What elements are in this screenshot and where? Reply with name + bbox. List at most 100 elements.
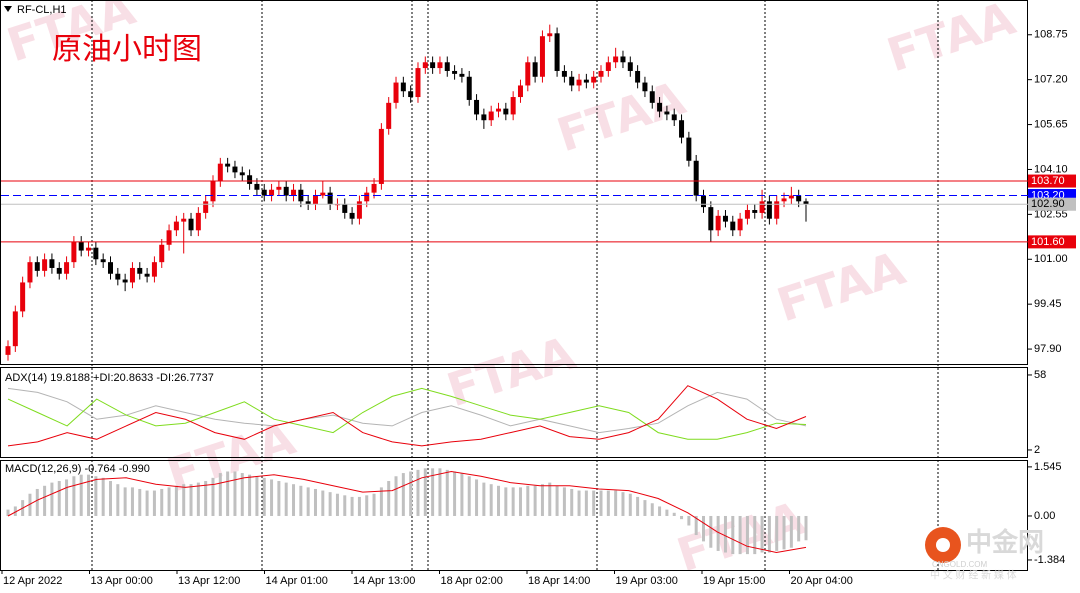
logo-icon (936, 538, 950, 552)
candle-body (664, 111, 670, 115)
macd-bar (372, 493, 376, 516)
macd-bar (28, 493, 32, 516)
adx-line (7, 387, 807, 434)
macd-bar (453, 471, 457, 516)
adx-line (7, 385, 807, 447)
candle-body (701, 195, 707, 208)
macd-bar (357, 496, 361, 516)
candle-body (466, 76, 472, 100)
macd-bar (248, 474, 252, 516)
candle-body (781, 198, 787, 202)
macd-bar (262, 477, 266, 516)
candle-body (320, 192, 326, 196)
x-tick-label: 12 Apr 2022 (3, 575, 62, 587)
y-tick-label: 102.55 (1034, 208, 1068, 220)
macd-bar (723, 515, 727, 553)
candle-body (737, 218, 743, 231)
y-tick-label: 2 (1034, 444, 1040, 456)
candle-body (415, 68, 421, 98)
candle-body (613, 56, 619, 63)
macd-bar (709, 515, 713, 548)
candle-body (181, 218, 187, 222)
macd-bar (745, 515, 749, 555)
candle-body (5, 346, 11, 355)
macd-bar (738, 515, 742, 555)
candle-body (444, 62, 450, 71)
candle-body (173, 221, 179, 231)
candle-body (86, 247, 92, 251)
candle-body (34, 262, 40, 271)
macd-bar (204, 481, 208, 516)
y-tick-label: 104.10 (1034, 163, 1068, 175)
candle-body (269, 189, 275, 196)
candle-body (408, 91, 414, 98)
macd-bar (599, 490, 603, 516)
candle-body (129, 267, 135, 283)
x-tick-label: 18 Apr 14:00 (528, 575, 590, 587)
macd-bar (394, 476, 398, 516)
price-level-label: 101.60 (1031, 236, 1065, 248)
macd-bar (174, 485, 178, 516)
y-tick-label: 0.00 (1034, 510, 1055, 522)
candle-body (576, 79, 582, 86)
candle-body (796, 195, 802, 202)
candle-body (635, 70, 641, 83)
adx-label: ADX(14) 19.8188 +DI:20.8633 -DI:26.7737 (5, 372, 214, 384)
candle-body (627, 62, 633, 71)
macd-bar (350, 496, 354, 516)
candle-body (730, 221, 736, 231)
macd-bar (240, 473, 244, 516)
macd-bar (570, 488, 574, 516)
macd-bar (577, 490, 581, 516)
candle-body (254, 183, 260, 190)
candle-body (115, 273, 121, 280)
candle-body (298, 189, 304, 202)
candle-body (349, 212, 355, 219)
macd-bar (460, 473, 464, 516)
macd-bar (555, 485, 559, 516)
candle-body (342, 204, 348, 213)
candle-body (620, 56, 626, 63)
macd-bar (438, 468, 442, 516)
macd-bar (43, 485, 47, 516)
macd-bar (548, 482, 552, 516)
candle-body (539, 36, 545, 77)
candle-body (232, 166, 238, 173)
candle-body (283, 186, 289, 196)
candle-body (510, 97, 516, 115)
candle-body (188, 218, 194, 231)
candle-body (759, 201, 765, 213)
candle-body (12, 311, 18, 347)
macd-bar (284, 482, 288, 516)
macd-bar (628, 493, 632, 516)
candle-body (64, 262, 70, 274)
main-pane (0, 0, 1028, 365)
macd-bar (108, 481, 112, 516)
candle-body (430, 62, 436, 69)
macd-bar (255, 476, 259, 516)
macd-bar (672, 512, 676, 516)
candle-body (605, 62, 611, 71)
macd-bar (401, 473, 405, 516)
macd-bar (196, 482, 200, 516)
candle-body (144, 273, 150, 277)
macd-bar (123, 487, 127, 516)
candle-body (554, 33, 560, 71)
candle-body (598, 70, 604, 77)
candle-body (488, 111, 494, 121)
y-tick-label: 58 (1034, 369, 1046, 381)
candle-body (166, 230, 172, 245)
candle-body (679, 120, 685, 138)
candle-body (569, 76, 575, 86)
candle-body (261, 189, 267, 196)
macd-bar (694, 515, 698, 536)
macd-bar (636, 496, 640, 516)
price-level-tag (1028, 197, 1076, 211)
macd-bar (277, 481, 281, 516)
macd-bar (540, 484, 544, 516)
macd-bar (328, 492, 332, 516)
x-tick-label: 13 Apr 00:00 (91, 575, 153, 587)
macd-bar (445, 469, 449, 516)
candle-body (517, 85, 523, 98)
symbol-icon (4, 6, 12, 12)
